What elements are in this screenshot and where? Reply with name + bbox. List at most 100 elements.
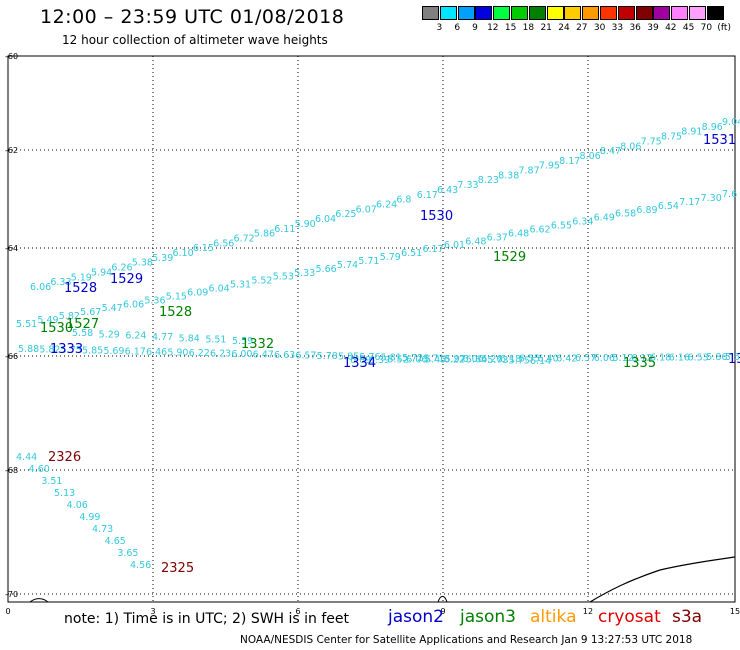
swh-value: 4.73 [92,524,113,535]
colorbar-swatch [653,6,671,20]
colorbar-swatch [689,6,706,20]
swh-value: 6.12 [631,353,652,364]
swh-value: 5.59 [725,352,740,363]
swh-value: 5.36 [144,295,165,306]
coastline-islet [29,598,49,603]
colorbar-label: 15 [504,23,517,33]
swh-value: 5.39 [152,253,173,264]
colorbar-swatch [635,6,653,20]
swh-value: 5.51 [205,335,226,346]
y-tick-label: -68 [5,466,18,475]
swh-value: 6.62 [529,224,550,235]
pass-number-label: 1334 [343,356,376,371]
swh-value: 5.76 [359,352,380,363]
y-tick-label: -60 [5,52,18,61]
swh-value: 4.06 [67,500,88,511]
pass-number-label: 2325 [161,561,194,576]
swh-value: 5.45 [425,354,446,365]
swh-value: 5.79 [380,252,401,263]
swh-value: 6.18 [500,354,521,365]
swh-value: 5.85 [82,346,103,357]
swh-value: 6.18 [650,353,671,364]
colorbar-label: 33 [611,23,624,33]
colorbar-swatch [439,6,457,20]
swh-value: 6.48 [465,236,486,247]
pass-number-label: 1530 [420,209,453,224]
map-title: 12:00 – 23:59 UTC 01/08/2018 [40,6,345,28]
swh-value: 6.09 [350,355,371,366]
swh-value: 5.58 [72,328,93,339]
colorbar-swatch [600,6,617,20]
y-tick-label: -64 [5,244,18,253]
swh-value: 7.95 [539,161,560,172]
swh-value: 6.54 [658,201,679,212]
swh-value: 5.86 [254,229,275,240]
pass-number-label: 1527 [66,317,99,332]
legend-entry-s3a: s3a [672,607,703,627]
x-tick-label: 15 [730,607,740,616]
swh-value: 6.01 [444,240,465,251]
colorbar-label: 21 [540,23,552,33]
map-frame [7,55,736,603]
swh-value: 6.17 [422,244,443,255]
pass-number-label: 1531 [703,133,736,148]
swh-value: 4.44 [16,452,37,463]
colorbar-label: 27 [576,23,588,33]
colorbar-label: 45 [682,23,695,33]
pass-number-label: 2326 [48,450,81,465]
swh-value: 6.48 [508,228,529,239]
swh-value: 8.91 [681,127,702,138]
swh-value: 5.12 [613,353,634,364]
swh-value: 6.39 [369,355,390,366]
swh-value: 6.24 [125,331,146,342]
swh-value: 5.72 [402,353,423,364]
swh-value: 5.78 [317,351,338,362]
swh-value: 5.66 [316,264,337,275]
x-tick-label: 0 [5,607,10,616]
pass-number-label: 1528 [64,281,97,296]
x-tick-label: 12 [583,607,593,616]
swh-value: 6.09 [187,287,208,298]
swh-values: 6.06 6.33 5.19 5.94 6.26 5.38 5.39 6.10 6.15 6.56… [16,117,740,571]
swh-value: 6.10 [172,248,193,259]
colorbar-swatch [564,6,582,20]
swh-value: 6.14 [530,356,551,367]
colorbar-label: 70 [700,23,713,33]
swh-value: 5.15 [166,291,187,302]
colorbar-swatch [528,6,546,20]
swh-value: 6.00 [231,349,252,360]
swh-value: 8.96 [702,122,723,133]
swh-value: 7.33 [457,180,478,191]
swh-value: 6.06 [30,282,51,293]
colorbar-label: 30 [593,23,606,33]
coastline-islet-2 [437,595,448,603]
swh-value: 6.57 [295,351,316,362]
swh-value: 8.06 [620,141,641,152]
colorbar-label: 39 [647,23,659,33]
swh-value: 5.53 [273,272,294,283]
swh-value: 5.59 [232,336,253,347]
swh-value: 5.81 [381,353,402,364]
swh-value: 5.51 [16,319,37,330]
swh-value: 7.17 [679,197,700,208]
swh-value: 6.55 [519,354,540,365]
swh-value: 6.25 [335,209,356,220]
swh-value: 3.65 [117,548,138,559]
legend-entry-jason3: jason3 [460,607,516,627]
swh-value: 5.84 [179,333,200,344]
swh-value: 5.67 [80,307,101,318]
swh-value: 6.16 [669,352,690,363]
colorbar-label: 24 [558,23,570,33]
swh-value: 8.47 [600,146,621,157]
pass-number-label: 1335 [728,352,740,367]
swh-value: 5.69 [103,346,124,357]
pass-number-label: 1332 [241,337,274,352]
swh-value: 5.82 [59,311,80,322]
colorbar-label: (ft) [717,23,731,33]
pass-number-label: 1530 [40,321,73,336]
swh-value: 5.73 [487,355,508,366]
swh-value: 8.38 [498,170,519,181]
legend-entry-altika: altika [530,607,577,627]
footer-credit: NOAA/NESDIS Center for Satellite Applica… [240,634,693,646]
axis-ticks: 0 3 6 9 12 15 -60 -62 -64 -66 -68 -70 [5,52,740,616]
